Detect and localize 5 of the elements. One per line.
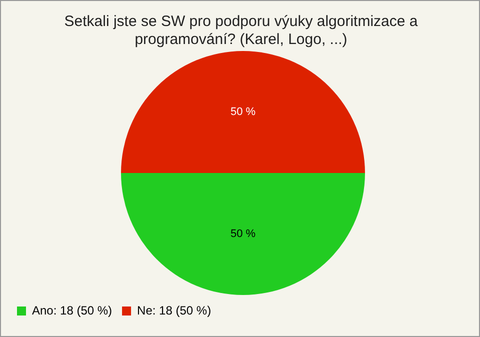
legend-label: Ano: 18 (50 %): [32, 303, 112, 318]
data-label: 50 %: [230, 106, 256, 118]
legend-label: Ne: 18 (50 %): [137, 303, 212, 318]
chart-title: Setkali jste se SW pro podporu výuky algoritmizace a programování? (Karel, Logo, ...): [63, 13, 419, 49]
data-label: 50 %: [230, 228, 256, 240]
